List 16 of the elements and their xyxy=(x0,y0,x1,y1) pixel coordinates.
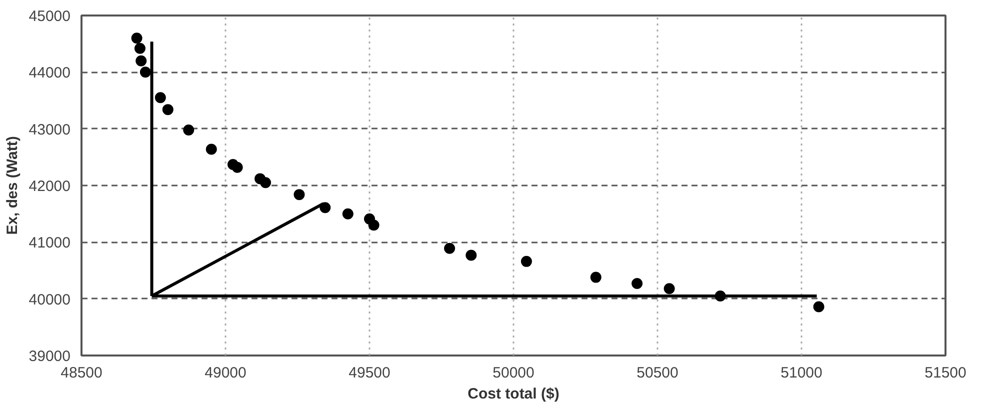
x-tick-label: 51500 xyxy=(924,364,966,382)
y-tick-label: 43000 xyxy=(28,121,71,138)
y-tick-label: 40000 xyxy=(28,291,71,308)
x-tick-label: 49500 xyxy=(348,364,390,382)
y-axis-title: Ex, des (Watt) xyxy=(4,136,21,235)
x-axis-title: Cost total ($) xyxy=(468,386,560,402)
y-tick-label: 42000 xyxy=(28,178,71,195)
x-tick-label: 51000 xyxy=(780,364,822,382)
x-tick-label: 48500 xyxy=(60,364,102,382)
x-tick-label: 50000 xyxy=(492,364,534,382)
x-tick-label: 49000 xyxy=(204,364,246,382)
y-tick-label: 41000 xyxy=(28,234,71,252)
y-tick-label: 44000 xyxy=(28,64,71,82)
x-tick-label: 50500 xyxy=(636,364,678,382)
y-tick-label: 45000 xyxy=(28,8,71,25)
y-tick-label: 39000 xyxy=(28,348,71,365)
